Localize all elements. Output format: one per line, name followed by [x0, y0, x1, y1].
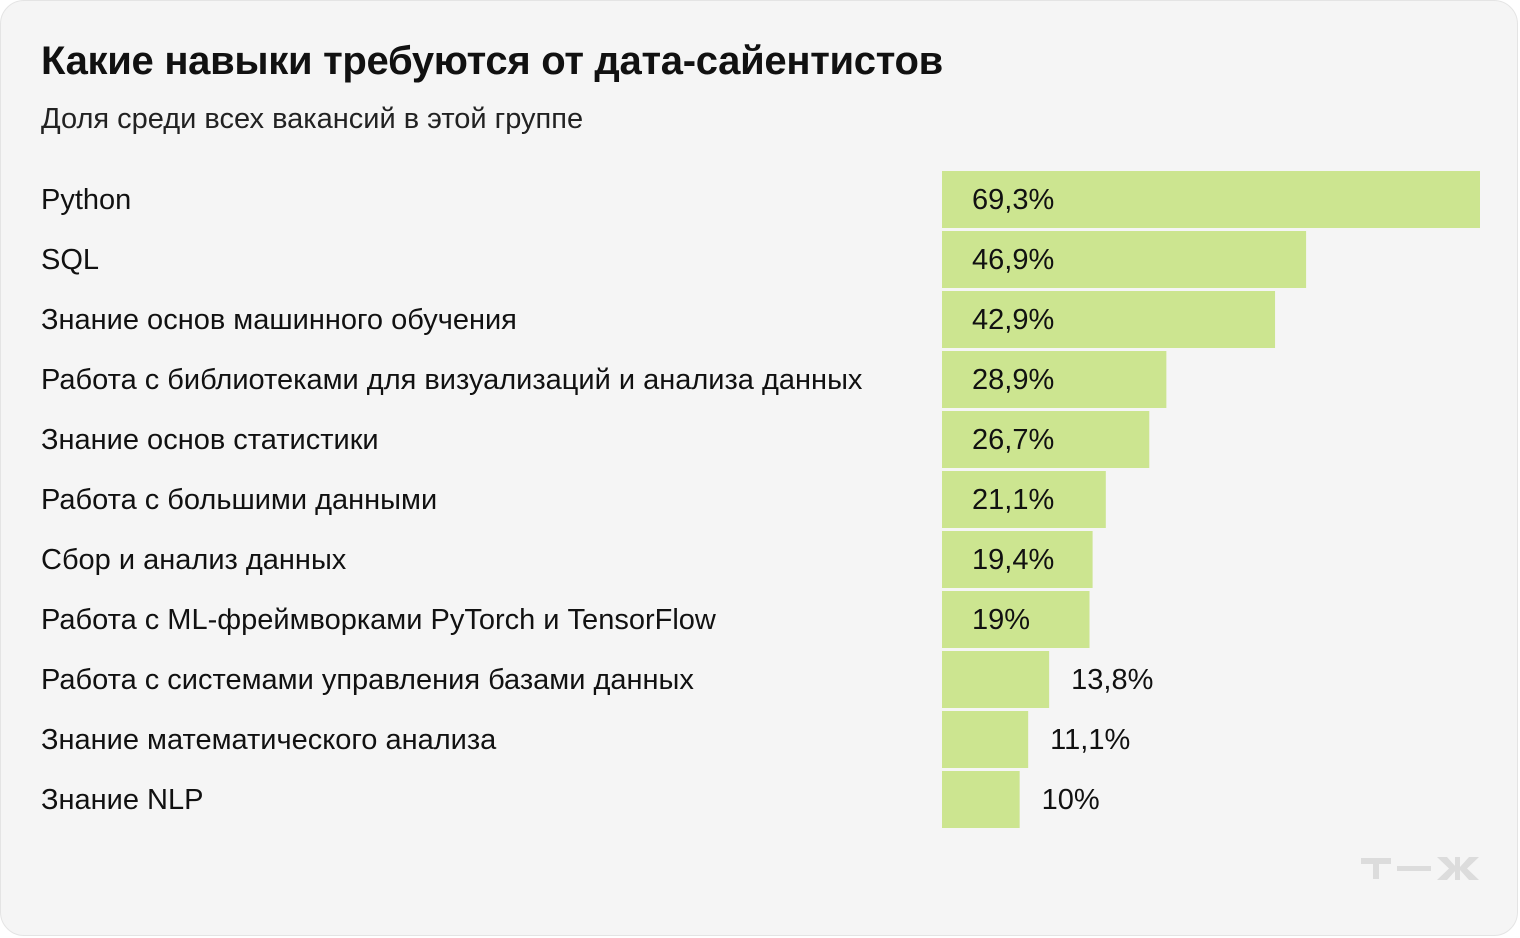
bar — [942, 591, 1090, 648]
category-label: Работа с системами управления базами дан… — [41, 664, 694, 696]
category-label: Работа с большими данными — [41, 484, 437, 516]
bar — [942, 771, 1020, 828]
data-label: 19% — [972, 604, 1030, 636]
category-label: Python — [41, 184, 131, 216]
bar — [942, 291, 1276, 348]
data-label: 13,8% — [1071, 664, 1153, 696]
category-label: Работа с библиотеками для визуализаций и… — [41, 364, 863, 396]
chart-title: Какие навыки требуются от дата-сайентист… — [41, 39, 943, 83]
data-label: 42,9% — [972, 304, 1054, 336]
category-label: Знание NLP — [41, 784, 203, 816]
category-label: Знание математического анализа — [41, 724, 497, 756]
data-label: 46,9% — [972, 244, 1054, 276]
data-label: 10% — [1042, 784, 1100, 816]
bar — [942, 711, 1029, 768]
category-label: Сбор и анализ данных — [41, 544, 347, 576]
tzh-logo-icon — [1361, 857, 1479, 880]
category-label: Знание основ машинного обучения — [41, 304, 517, 336]
bar — [942, 351, 1167, 408]
bar — [942, 231, 1307, 288]
category-label: SQL — [41, 244, 99, 276]
category-label: Знание основ статистики — [41, 424, 379, 456]
data-label: 69,3% — [972, 184, 1054, 216]
data-label: 28,9% — [972, 364, 1054, 396]
data-label: 21,1% — [972, 484, 1054, 516]
chart-subtitle: Доля среди всех вакансий в этой группе — [41, 103, 584, 135]
bar — [942, 651, 1050, 708]
bar — [942, 471, 1106, 528]
data-label: 11,1% — [1050, 724, 1130, 756]
category-label: Работа с ML-фреймворками PyTorch и Tenso… — [41, 604, 717, 636]
data-label: 19,4% — [972, 544, 1054, 576]
bar — [942, 531, 1093, 588]
bar — [942, 171, 1480, 228]
bar — [942, 411, 1150, 468]
data-label: 26,7% — [972, 424, 1054, 456]
